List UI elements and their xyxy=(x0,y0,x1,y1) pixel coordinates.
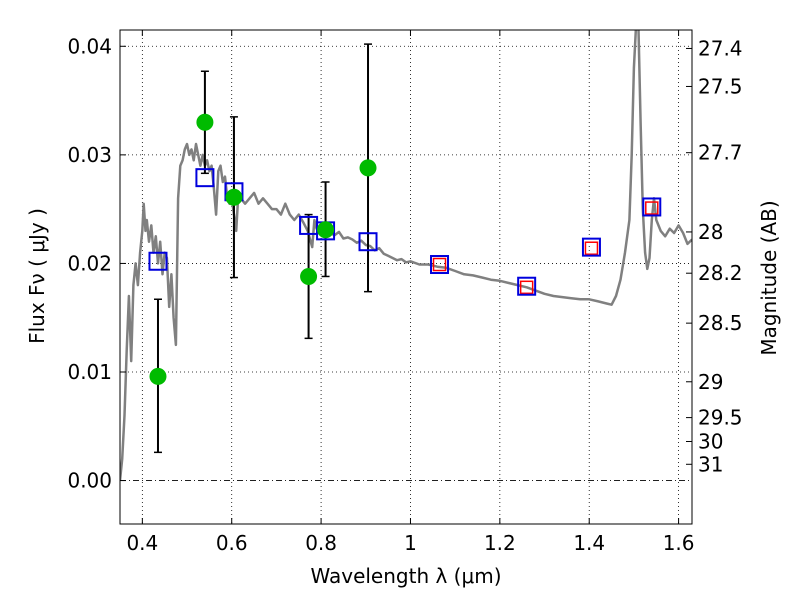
magnitude-tick-label: 28.5 xyxy=(698,311,743,335)
x-tick-label: 0.8 xyxy=(305,531,337,555)
x-tick-label: 1.2 xyxy=(484,531,516,555)
magnitude-tick-label: 30 xyxy=(698,429,723,453)
magnitude-tick-label: 31 xyxy=(698,452,723,476)
observed-photometry-point xyxy=(300,267,318,285)
markers xyxy=(148,113,662,385)
y-tick-label: 0.04 xyxy=(67,34,112,58)
upper-limit-marker xyxy=(645,201,659,215)
observed-photometry-point xyxy=(149,367,167,385)
model-photometry-marker xyxy=(195,168,215,188)
model-sed-line xyxy=(120,30,692,481)
upper-limit-marker xyxy=(584,241,599,255)
model-photometry-marker xyxy=(581,237,601,257)
upper-limit-marker xyxy=(432,257,447,272)
model-photometry-marker xyxy=(430,255,450,275)
plot-frame xyxy=(119,29,693,525)
x-tick-label: 1 xyxy=(404,531,417,555)
grid xyxy=(120,30,692,524)
magnitude-tick-label: 27.5 xyxy=(698,74,743,98)
model-photometry-marker xyxy=(642,197,662,217)
upper-limit-marker xyxy=(519,280,534,295)
magnitude-tick-label: 28 xyxy=(698,220,723,244)
y-tick-label: 0.02 xyxy=(67,251,112,275)
model-sed-curve-layer xyxy=(120,30,692,481)
observed-photometry-point xyxy=(196,113,214,131)
model-photometry-marker xyxy=(148,251,168,271)
magnitude-tick-label: 29.5 xyxy=(698,406,743,430)
magnitude-tick-label: 27.7 xyxy=(698,141,743,165)
magnitude-tick-label: 29 xyxy=(698,370,723,394)
error-bars xyxy=(153,43,373,454)
magnitude-tick-label: 27.4 xyxy=(698,36,743,60)
observed-photometry-point xyxy=(225,188,243,206)
model-photometry-marker xyxy=(358,232,378,252)
observed-photometry-point xyxy=(359,159,377,177)
model-photometry-marker xyxy=(517,276,537,296)
y-tick-label: 0.00 xyxy=(67,469,112,493)
x-tick-label: 0.4 xyxy=(126,531,158,555)
x-axis-title: Wavelength λ (μm) xyxy=(310,564,501,588)
x-tick-label: 1.6 xyxy=(663,531,695,555)
y-axis-title: Flux Fν ( μJy ) xyxy=(25,208,49,344)
x-tick-label: 1.4 xyxy=(573,531,605,555)
y-tick-label: 0.03 xyxy=(67,143,112,167)
magnitude-tick-label: 28.2 xyxy=(698,261,743,285)
axes: 0.4 0.6 0.8 1 1.2 1.4 1.6 0.00 0.01 0.02 0.03 0.04 2… xyxy=(67,30,743,555)
right-y-axis-title: Magnitude (AB) xyxy=(757,200,781,355)
x-tick-label: 0.6 xyxy=(216,531,248,555)
observed-photometry-point xyxy=(317,221,335,239)
y-tick-label: 0.01 xyxy=(67,360,112,384)
